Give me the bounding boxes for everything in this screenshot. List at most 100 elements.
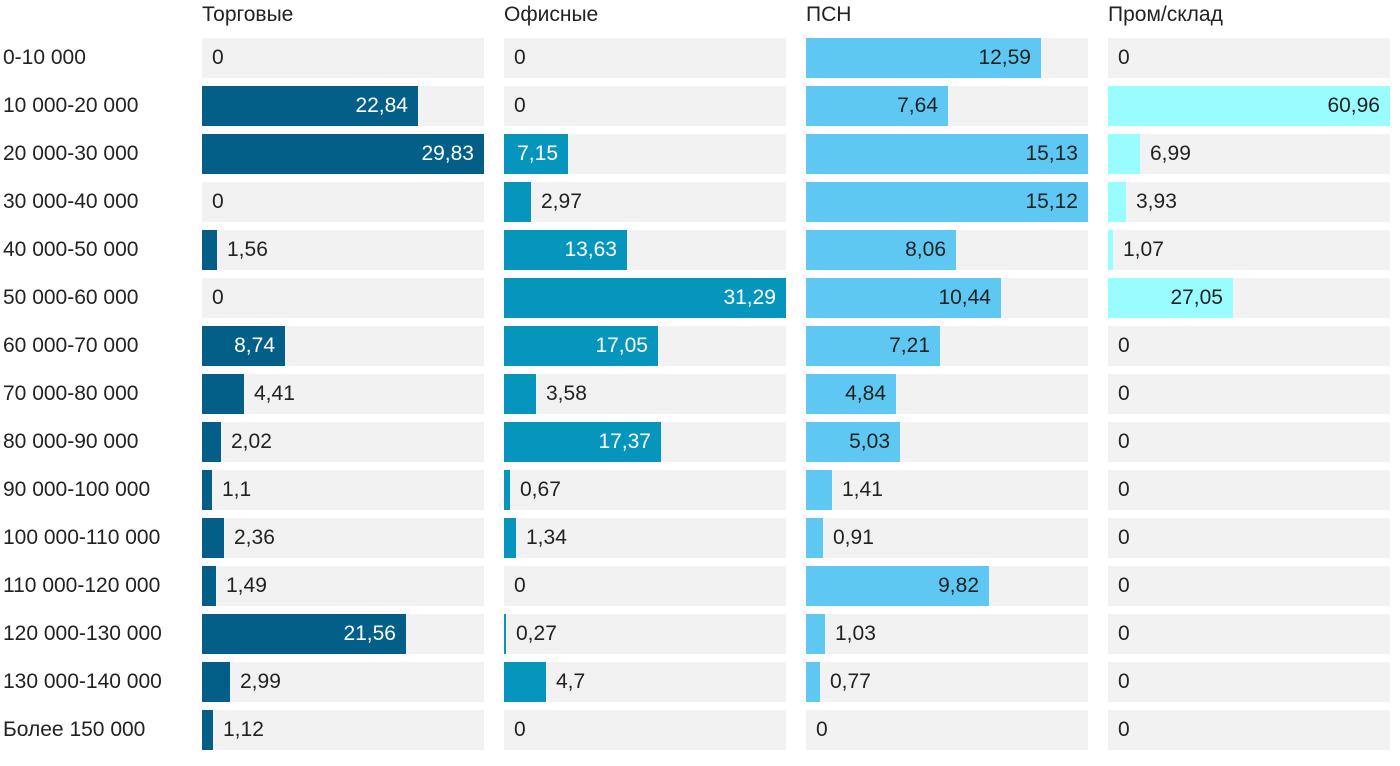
bar-track: 29,83	[202, 134, 484, 174]
bar-track: 15,12	[806, 182, 1088, 222]
data-label: 7,64	[897, 94, 938, 117]
category-label: 30 000-40 000	[3, 190, 139, 213]
data-label: 0	[816, 718, 828, 741]
category-label: 0-10 000	[3, 46, 86, 69]
data-bar	[202, 710, 213, 750]
bar-track: 1,12	[202, 710, 484, 750]
data-label: 1,49	[226, 574, 267, 597]
bar-track: 4,84	[806, 374, 1088, 414]
data-bar	[806, 86, 948, 126]
data-bar	[806, 422, 900, 462]
bar-track: 27,05	[1108, 278, 1390, 318]
bar-track: 1,1	[202, 470, 484, 510]
data-label: 0	[514, 46, 526, 69]
data-label: 2,02	[231, 430, 272, 453]
data-bar	[202, 470, 212, 510]
data-label: 8,06	[905, 238, 946, 261]
data-label: 0	[1118, 382, 1130, 405]
data-bar	[202, 422, 221, 462]
category-label: 100 000-110 000	[3, 526, 161, 549]
data-bar	[806, 518, 823, 558]
data-bar	[504, 422, 661, 462]
bar-track: 2,36	[202, 518, 484, 558]
data-bar	[806, 470, 832, 510]
data-label: 0	[1118, 430, 1130, 453]
data-label: 15,13	[1025, 142, 1078, 165]
bar-track: 22,84	[202, 86, 484, 126]
column-header: ПСН	[806, 3, 852, 26]
data-bar	[202, 566, 216, 606]
data-label: 0	[212, 286, 224, 309]
data-label: 8,74	[234, 334, 275, 357]
data-bar	[1108, 230, 1113, 270]
bar-track: 31,29	[504, 278, 786, 318]
bar-track: 2,97	[504, 182, 786, 222]
bar-track: 1,03	[806, 614, 1088, 654]
data-label: 0	[1118, 622, 1130, 645]
bar-track: 9,82	[806, 566, 1088, 606]
data-label: 0	[1118, 670, 1130, 693]
data-bar	[806, 134, 1088, 174]
category-label: 70 000-80 000	[3, 382, 139, 405]
category-label: 120 000-130 000	[3, 622, 162, 645]
data-bar	[202, 326, 285, 366]
data-bar	[806, 326, 940, 366]
data-bar	[202, 134, 484, 174]
bar-track: 10,44	[806, 278, 1088, 318]
data-label: 4,84	[845, 382, 886, 405]
data-bar	[504, 278, 786, 318]
bar-track: 15,13	[806, 134, 1088, 174]
bar-track: 0,27	[504, 614, 786, 654]
bar-track: 4,7	[504, 662, 786, 702]
bar-track: 0	[202, 182, 484, 222]
bar-track: 7,15	[504, 134, 786, 174]
data-label: 21,56	[343, 622, 396, 645]
bar-track: 0	[1108, 518, 1390, 558]
category-label: 20 000-30 000	[3, 142, 139, 165]
data-label: 0,67	[520, 478, 561, 501]
data-bar	[202, 230, 217, 270]
data-label: 29,83	[421, 142, 474, 165]
data-bar	[504, 518, 516, 558]
data-label: 0	[1118, 526, 1130, 549]
data-bar	[202, 662, 230, 702]
bar-track: 0	[202, 38, 484, 78]
data-label: 0	[212, 46, 224, 69]
data-label: 31,29	[723, 286, 776, 309]
data-bar	[806, 374, 896, 414]
data-label: 0	[514, 574, 526, 597]
data-label: 0	[1118, 478, 1130, 501]
data-bar	[504, 662, 546, 702]
data-label: 2,97	[541, 190, 582, 213]
bar-track: 0	[1108, 326, 1390, 366]
bar-track: 0	[806, 710, 1088, 750]
data-bar	[202, 614, 406, 654]
data-bar	[806, 662, 820, 702]
category-label: 80 000-90 000	[3, 430, 139, 453]
data-label: 9,82	[938, 574, 979, 597]
bar-track: 2,99	[202, 662, 484, 702]
data-label: 3,58	[546, 382, 587, 405]
data-bar	[806, 566, 989, 606]
data-label: 17,37	[598, 430, 651, 453]
bar-track: 0	[1108, 662, 1390, 702]
bar-track: 0	[504, 38, 786, 78]
data-bar	[504, 230, 627, 270]
data-label: 1,07	[1123, 238, 1164, 261]
data-label: 0	[1118, 574, 1130, 597]
bar-track: 4,41	[202, 374, 484, 414]
data-bar	[504, 374, 536, 414]
bar-track: 0,67	[504, 470, 786, 510]
bar-track: 0	[1108, 422, 1390, 462]
bar-track: 6,99	[1108, 134, 1390, 174]
data-label: 4,7	[556, 670, 586, 693]
bar-track: 3,93	[1108, 182, 1390, 222]
category-label: 40 000-50 000	[3, 238, 139, 261]
data-bar	[1108, 86, 1390, 126]
category-label: 60 000-70 000	[3, 334, 139, 357]
category-label: 90 000-100 000	[3, 478, 151, 501]
data-bar	[1108, 182, 1126, 222]
bar-track: 1,34	[504, 518, 786, 558]
bar-track: 0	[1108, 470, 1390, 510]
